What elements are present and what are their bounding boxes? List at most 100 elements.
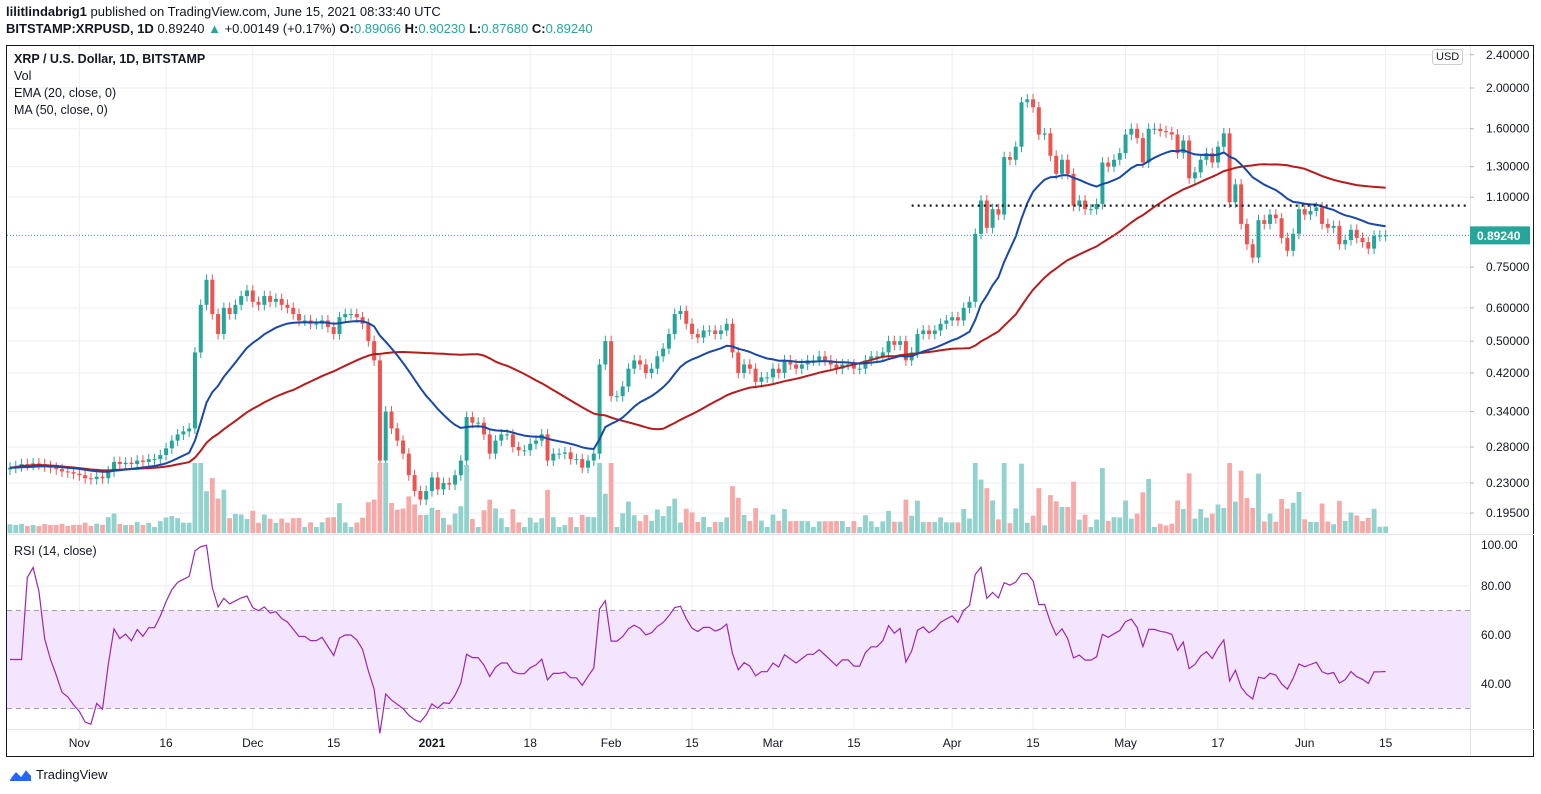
volume-bar <box>1261 521 1267 533</box>
legend-rsi[interactable]: RSI (14, close) <box>14 544 97 558</box>
volume-bar <box>53 524 59 533</box>
volume-bar <box>128 524 134 533</box>
candle <box>672 314 677 334</box>
candle <box>591 453 596 461</box>
candle <box>1325 223 1330 228</box>
candle <box>678 310 683 315</box>
volume-bar <box>1117 517 1123 533</box>
candle <box>1031 99 1036 108</box>
rsi-tick-label: 80.00 <box>1481 579 1511 593</box>
time-tick-label: 16 <box>159 736 173 750</box>
volume-bar <box>955 522 961 533</box>
candle <box>597 364 602 454</box>
candle <box>522 450 527 452</box>
legend-ma[interactable]: MA (50, close, 0) <box>14 103 108 117</box>
candle <box>742 364 747 373</box>
candle <box>279 298 284 305</box>
tradingview-logo[interactable]: TradingView <box>8 766 108 782</box>
candle <box>250 290 255 302</box>
volume-bar <box>319 522 325 533</box>
volume-bar <box>672 498 678 533</box>
volume-bar <box>834 521 839 533</box>
volume-bars <box>7 463 1389 533</box>
candle <box>632 360 637 369</box>
volume-bar <box>365 502 371 533</box>
volume-bar <box>360 517 365 533</box>
time-tick-label: Dec <box>242 736 263 750</box>
candle <box>366 323 371 342</box>
volume-bar <box>1111 517 1117 533</box>
volume-bar <box>285 522 290 533</box>
volume-bar <box>42 523 48 533</box>
volume-bar <box>1250 507 1256 533</box>
candle <box>1002 157 1007 215</box>
candle <box>782 360 787 373</box>
candle <box>164 448 169 456</box>
candle <box>401 440 406 454</box>
volume-bar <box>602 493 608 533</box>
candle <box>377 360 382 461</box>
volume-bar <box>140 524 146 533</box>
candle <box>331 327 336 334</box>
volume-bar <box>342 522 348 533</box>
candle <box>1227 133 1232 203</box>
volume-bar <box>799 521 805 533</box>
candle <box>418 491 423 500</box>
volume-bar <box>152 527 157 533</box>
volume-bar <box>354 522 360 533</box>
volume-bar <box>30 524 36 533</box>
candle <box>620 386 625 397</box>
volume-bar <box>533 522 539 533</box>
legend-ema[interactable]: EMA (20, close, 0) <box>14 86 117 100</box>
volume-bar <box>995 519 1001 533</box>
volume-bar <box>71 524 76 533</box>
volume-bar <box>1140 492 1146 533</box>
candle <box>753 368 758 382</box>
brand-name: TradingView <box>36 766 108 782</box>
volume-bar <box>1232 501 1238 533</box>
candle <box>880 352 885 357</box>
candle <box>1377 235 1382 237</box>
volume-bar <box>863 515 868 533</box>
volume-bar <box>857 527 863 533</box>
candle <box>1129 128 1134 135</box>
volume-bar <box>157 521 163 533</box>
volume-bar <box>1337 500 1342 533</box>
candle <box>1308 210 1313 215</box>
volume-bar <box>522 527 527 533</box>
candle <box>77 473 82 476</box>
currency-badge[interactable]: USD <box>1432 49 1464 65</box>
volume-bar <box>181 522 186 533</box>
volume-bar <box>880 521 886 533</box>
legend-title: XRP / U.S. Dollar, 1D, BITSTAMP <box>14 52 206 66</box>
volume-bar <box>464 465 470 533</box>
volume-bar <box>539 518 545 533</box>
candle <box>730 323 735 353</box>
candle <box>1221 133 1226 147</box>
volume-bar <box>146 522 152 533</box>
candle <box>967 301 972 308</box>
candle <box>1314 207 1319 211</box>
volume-bar <box>961 509 967 533</box>
time-tick-label: 2021 <box>419 736 446 750</box>
volume-bar <box>1227 463 1232 533</box>
legend-volume[interactable]: Vol <box>14 69 32 83</box>
price-tick-label: 0.60000 <box>1486 301 1530 315</box>
volume-bar <box>123 524 128 533</box>
volume-bar <box>545 489 550 533</box>
candle <box>1198 159 1203 173</box>
price-tick-label: 0.50000 <box>1486 334 1530 348</box>
candle <box>499 434 504 441</box>
candle <box>955 317 960 321</box>
volume-bar <box>701 516 706 533</box>
candle <box>210 279 215 315</box>
author-name[interactable]: lilitlindabrig1 <box>6 4 87 19</box>
candle <box>1250 244 1255 258</box>
volume-bar <box>932 522 938 533</box>
candle <box>106 471 111 479</box>
candle <box>453 475 458 485</box>
candle <box>1354 229 1359 238</box>
volume-bar <box>1071 481 1076 533</box>
volume-bar <box>204 491 209 533</box>
